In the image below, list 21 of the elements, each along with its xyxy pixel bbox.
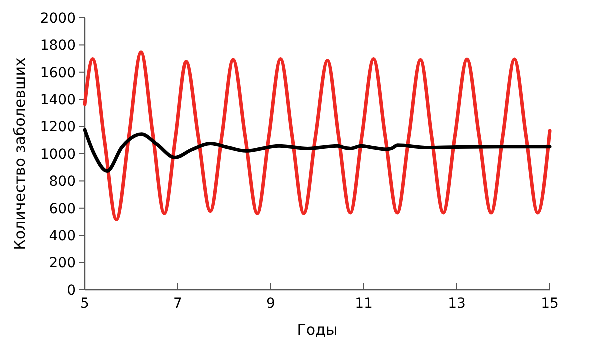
x-tick-label: 9 <box>266 296 276 312</box>
x-tick-label: 11 <box>355 296 373 312</box>
y-axis-title: Количество заболевших <box>11 58 29 250</box>
x-tick-label: 15 <box>541 296 559 312</box>
y-tick-label: 200 <box>49 256 76 272</box>
y-tick-label: 2000 <box>40 10 76 27</box>
line-series <box>83 50 552 222</box>
y-tick-label: 1600 <box>40 65 76 82</box>
y-tick-label: 1200 <box>40 120 76 136</box>
x-axis-title: Годы <box>297 321 338 339</box>
y-tick-label: 400 <box>49 228 76 244</box>
y-tick-label: 1400 <box>40 92 76 108</box>
x-tick-label: 7 <box>174 296 182 312</box>
x-tick-label: 5 <box>80 296 90 312</box>
y-tick-label: 600 <box>49 201 76 218</box>
y-tick-label: 1000 <box>40 146 76 163</box>
y-tick-label: 0 <box>67 282 76 299</box>
y-tick-label: 800 <box>49 174 76 190</box>
line-series <box>83 128 552 174</box>
x-tick-label: 13 <box>448 296 466 312</box>
y-tick-label: 1800 <box>40 38 76 54</box>
